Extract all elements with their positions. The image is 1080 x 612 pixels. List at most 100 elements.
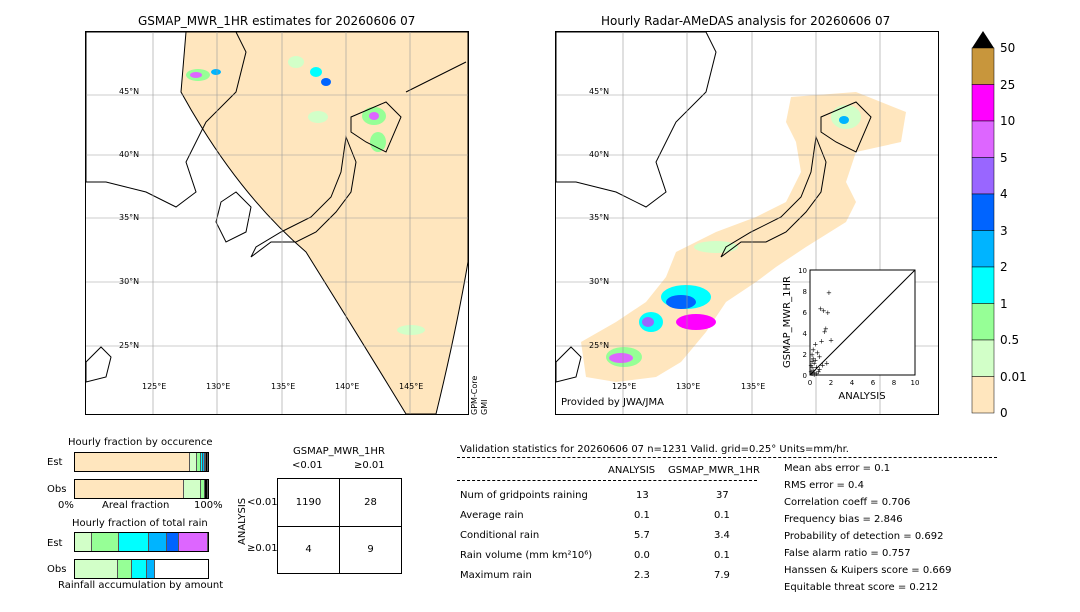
right-map-canvas — [556, 32, 938, 414]
lat-label: 45°N — [119, 87, 140, 96]
lon-label: 145°E — [399, 382, 424, 391]
colorbar-extend-arrow — [972, 31, 994, 48]
scatter-point: + — [828, 336, 834, 344]
scatter-point: + — [817, 353, 823, 361]
lat-label: 30°N — [589, 277, 610, 286]
scatter-inset: ++++++++++++++++++++++++++ ++++ 0 2 4 6 8 10 0 2… — [782, 267, 919, 402]
scatter-point: + — [811, 371, 817, 379]
col-analysis: ANALYSIS — [608, 465, 656, 476]
rain-area — [642, 317, 654, 327]
bar-segment — [117, 560, 133, 578]
bar-segment — [92, 533, 119, 551]
scatter-point: + — [812, 356, 818, 364]
bar-segment — [203, 453, 205, 471]
colorbar-label: 4 — [1000, 187, 1008, 201]
colorbar-segment — [971, 120, 995, 158]
colorbar-label: 0.01 — [1000, 369, 1027, 384]
bar-segment — [75, 453, 191, 471]
bar-segment — [197, 453, 202, 471]
coastline — [215, 191, 252, 243]
colorbar-label: 0 — [1000, 406, 1008, 420]
lat-label: 35°N — [589, 213, 610, 222]
stat-label: Num of gridpoints raining — [460, 490, 588, 501]
scatter-xtick: 8 — [892, 379, 896, 387]
stat-analysis: 5.7 — [634, 530, 650, 541]
col-header-ge: ≥0.01 — [354, 460, 385, 471]
scatter-ticks: 0 2 4 6 8 10 0 2 4 6 8 10 — [798, 267, 919, 387]
scatter-point: + — [820, 362, 826, 370]
rain-fraction-title: Hourly fraction of total rain — [72, 518, 208, 529]
colorbar — [971, 31, 995, 414]
lat-label: 35°N — [119, 213, 140, 222]
lat-label: 40°N — [119, 150, 140, 159]
stat-label: Conditional rain — [460, 530, 540, 541]
table-divider-h — [278, 526, 401, 527]
lon-label: 125°E — [612, 382, 637, 391]
stat-gsmap: 0.1 — [714, 510, 730, 521]
colorbar-segment — [971, 157, 995, 195]
rain-area — [308, 111, 328, 123]
scatter-xtick: 2 — [829, 379, 833, 387]
scatter-xlabel: ANALYSIS — [838, 391, 885, 402]
scatter-point: + — [809, 351, 815, 359]
colorbar-segment — [971, 266, 995, 304]
rain-row-est: Est — [47, 538, 63, 549]
bar-segment — [201, 480, 206, 498]
scatter-ytick: 6 — [803, 309, 808, 317]
lon-label: 140°E — [335, 382, 360, 391]
rain-area — [310, 67, 322, 77]
scatter-point: + — [821, 307, 827, 315]
rain-area — [288, 56, 304, 68]
coastline — [350, 101, 402, 153]
scatter-ytick: 2 — [803, 351, 807, 359]
score-pod: Probability of detection = 0.692 — [784, 531, 944, 542]
stat-analysis: 0.0 — [634, 550, 650, 561]
colorbar-label: 1 — [1000, 296, 1008, 311]
dashed-rule — [457, 480, 757, 481]
graticule — [556, 32, 938, 414]
stat-analysis: 2.3 — [634, 570, 650, 581]
rain-area — [211, 69, 221, 75]
bar-segment — [166, 533, 179, 551]
bar-segment — [205, 453, 208, 471]
occ-xlabel: Areal fraction — [102, 500, 170, 511]
rain-bar-est — [74, 532, 209, 552]
coastline — [820, 101, 872, 153]
colorbar-label: 2 — [1000, 260, 1008, 274]
scatter-ytick: 4 — [803, 330, 808, 338]
lat-label: 25°N — [589, 341, 610, 350]
lat-label: 45°N — [589, 87, 610, 96]
score-bias: Frequency bias = 2.846 — [784, 514, 903, 525]
rain-area — [676, 314, 716, 330]
colorbar-segment — [971, 376, 995, 414]
score-rmse: RMS error = 0.4 — [784, 480, 864, 491]
score-hk: Hanssen & Kuipers score = 0.669 — [784, 565, 952, 576]
bar-segment — [190, 453, 198, 471]
score-mae: Mean abs error = 0.1 — [784, 463, 891, 474]
score-ets: Equitable threat score = 0.212 — [784, 582, 939, 593]
scatter-point: + — [813, 370, 819, 378]
scatter-ytick: 8 — [803, 288, 807, 296]
scatter-point: + — [812, 341, 818, 349]
scatter-point: + — [814, 349, 820, 357]
left-map-title: GSMAP_MWR_1HR estimates for 20260606 07 — [138, 14, 416, 28]
rain-area — [666, 295, 696, 309]
cell-hit: 9 — [367, 544, 374, 555]
scatter-point: + — [818, 305, 824, 313]
lat-label: 25°N — [119, 341, 140, 350]
rain-area — [694, 241, 738, 253]
lon-label: 135°E — [741, 382, 766, 391]
colorbar-segment — [971, 303, 995, 341]
scatter-point: + — [810, 346, 816, 354]
scatter-xtick: 0 — [808, 379, 812, 387]
row-header-ge: ≥0.01 — [247, 543, 278, 554]
satellite-label: GPM-Core — [470, 375, 479, 415]
score-corr: Correlation coeff = 0.706 — [784, 497, 911, 508]
stat-gsmap: 7.9 — [714, 570, 730, 581]
sensor-label: GMI — [480, 399, 489, 415]
scatter-point: + — [810, 367, 816, 375]
bar-segment — [146, 560, 155, 578]
bar-segment — [178, 533, 208, 551]
scatter-point: + — [809, 357, 815, 365]
rain-area — [609, 353, 633, 363]
